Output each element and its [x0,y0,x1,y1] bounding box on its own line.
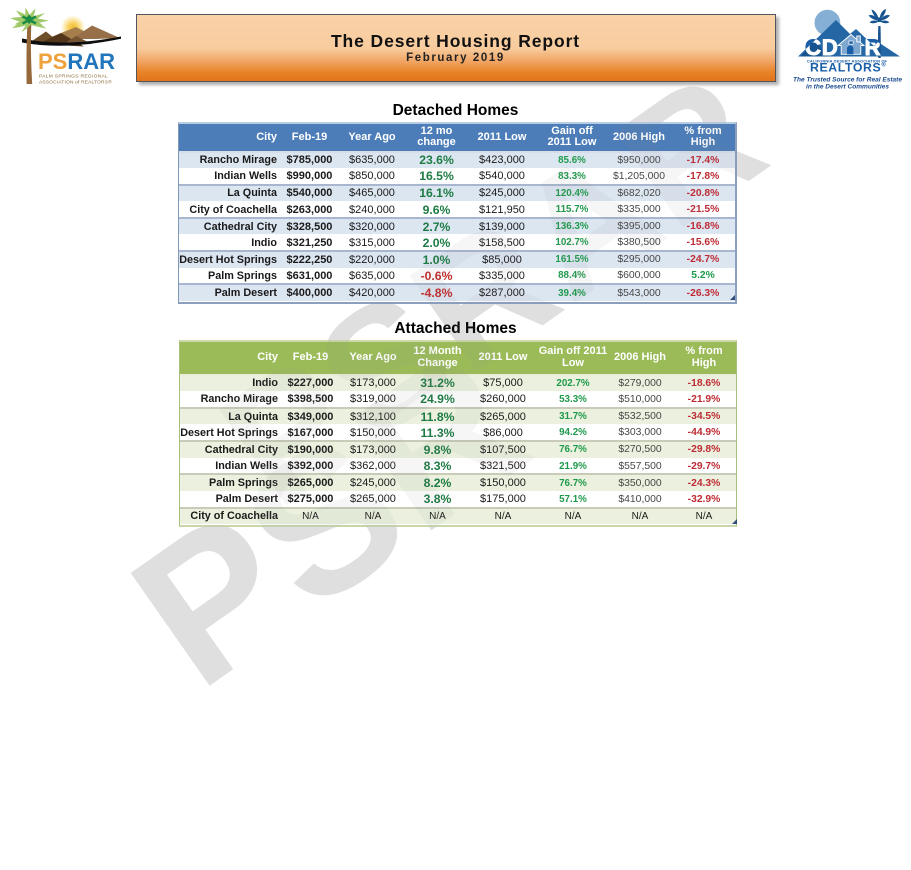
svg-text:ASSOCIATION of REALTORS®: ASSOCIATION of REALTORS® [39,79,112,86]
svg-text:The Trusted Source for Real Es: The Trusted Source for Real Estate [793,76,902,83]
svg-text:CALIFORNIA DESERT ASSOCIATION: CALIFORNIA DESERT ASSOCIATION OF [807,58,888,63]
svg-text:CD: CD [805,35,838,60]
svg-text:PSRAR: PSRAR [38,49,115,74]
svg-text:in the Desert Communities: in the Desert Communities [806,84,889,91]
svg-text:R: R [865,35,882,60]
svg-text:REALTORS®: REALTORS® [810,61,886,75]
svg-text:PALM SPRINGS REGIONAL: PALM SPRINGS REGIONAL [39,74,108,80]
